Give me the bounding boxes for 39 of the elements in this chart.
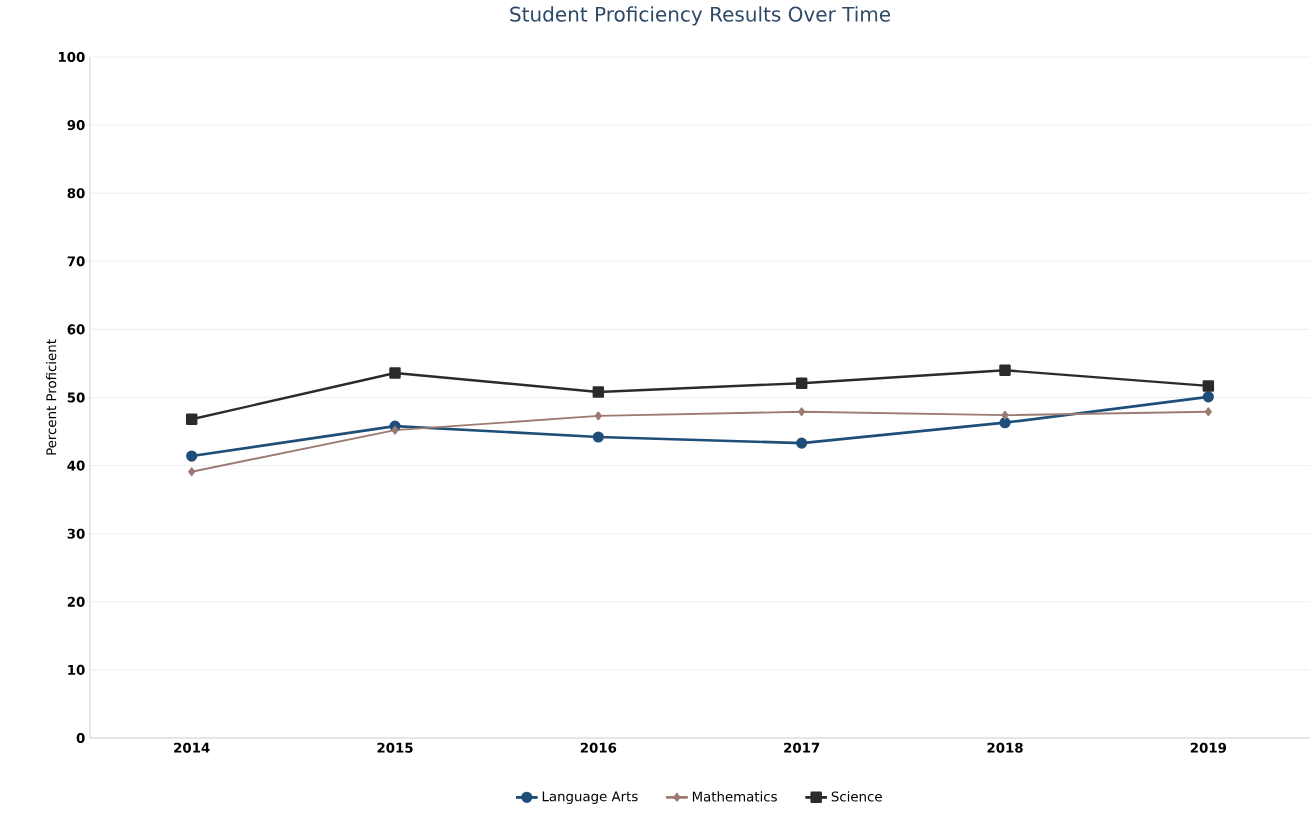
point <box>796 437 808 449</box>
point <box>1202 391 1214 403</box>
point <box>592 386 605 398</box>
y-tick-label: 10 <box>68 664 85 675</box>
point <box>188 467 196 477</box>
point <box>1001 410 1009 420</box>
y-tick-label: 50 <box>67 392 85 403</box>
point <box>391 425 399 435</box>
x-tick-label: 2019 <box>1190 742 1227 753</box>
point <box>186 450 198 462</box>
point <box>1204 407 1212 417</box>
y-tick-label: 60 <box>67 324 85 335</box>
x-tick-label: 2018 <box>987 742 1023 753</box>
x-tick-label: 2015 <box>377 742 413 753</box>
y-tick-label: 80 <box>67 188 85 199</box>
legend-label: Science <box>831 791 882 802</box>
x-tick-label: 2017 <box>784 742 820 753</box>
point <box>1202 380 1215 392</box>
point <box>389 367 401 379</box>
y-tick-label: 40 <box>67 460 85 471</box>
chart-title: Student Proficiency Results Over Time <box>510 6 891 26</box>
legend-label: Language Arts <box>542 791 638 804</box>
y-tick-label: 0 <box>76 732 85 744</box>
point <box>999 364 1011 376</box>
legend-label: Mathematics <box>692 791 777 802</box>
x-tick-label: 2016 <box>580 742 617 753</box>
point <box>795 377 808 389</box>
y-axis-title: Percent Proficient <box>45 339 57 455</box>
x-tick-label: 2014 <box>174 742 210 753</box>
point <box>185 413 198 426</box>
y-tick-label: 20 <box>67 596 85 607</box>
point <box>798 407 806 417</box>
point <box>592 431 604 443</box>
point <box>999 417 1011 429</box>
y-tick-label: 100 <box>58 51 85 63</box>
y-tick-label: 70 <box>67 256 85 267</box>
y-tick-label: 30 <box>67 528 85 539</box>
y-tick-label: 90 <box>67 120 85 131</box>
point <box>594 411 602 421</box>
